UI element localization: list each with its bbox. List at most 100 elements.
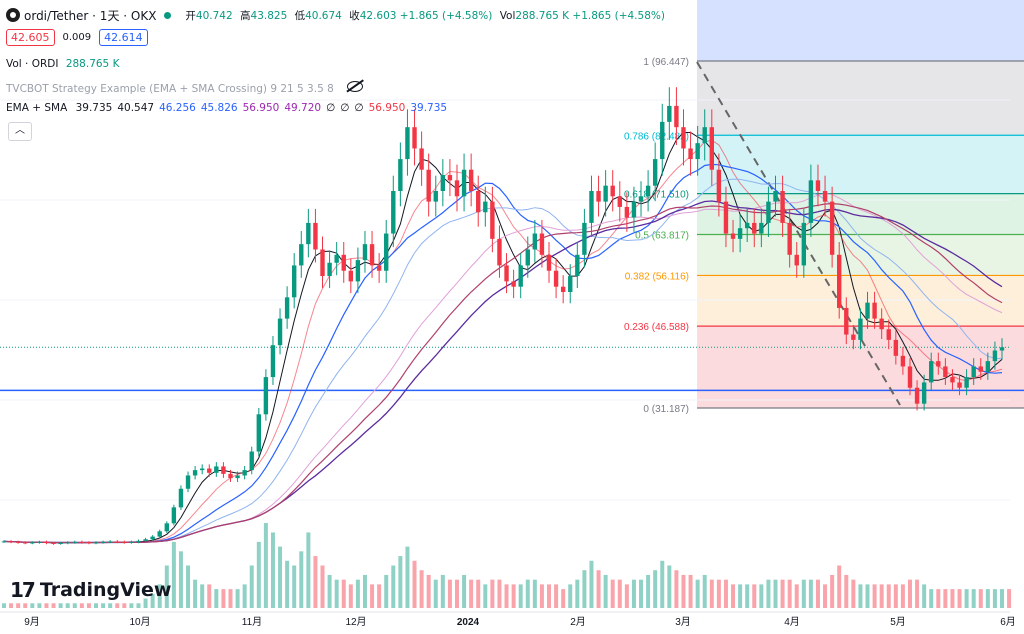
volume-bar <box>51 603 56 608</box>
tradingview-logo: 17 TradingView <box>10 578 171 602</box>
volume-bar <box>143 598 148 608</box>
volume-bar <box>907 579 912 608</box>
candle-body <box>447 175 453 181</box>
moving-average-line <box>3 132 1003 544</box>
candle-body <box>178 488 184 508</box>
volume-bar <box>660 560 665 608</box>
candle-body <box>886 329 891 340</box>
volume-bar <box>716 579 721 608</box>
candle-body <box>921 382 927 404</box>
volume-bar <box>653 570 658 608</box>
candle-body <box>122 541 127 543</box>
ordi-logo-icon <box>6 8 20 22</box>
ema-sma-value: ∅ <box>340 102 350 114</box>
candle-body <box>858 318 863 340</box>
volume-bar <box>554 584 559 608</box>
moving-average-line <box>3 139 1003 544</box>
candle-body <box>384 233 389 271</box>
ema-sma-values: 39.735 40.547 46.256 45.826 56.950 49.720 ∅ ∅ ∅ 5… <box>71 102 447 114</box>
hidden-eye-icon[interactable] <box>347 81 364 92</box>
volume-bar <box>476 579 481 608</box>
volume-bar <box>200 584 205 608</box>
volume-bar <box>270 532 275 608</box>
candle-body <box>504 265 509 282</box>
volume-bar <box>752 584 757 608</box>
candle-body <box>582 222 587 255</box>
spread-value: 0.009 <box>62 32 92 43</box>
volume-bar <box>950 589 955 608</box>
candle-body <box>985 361 991 372</box>
x-tick-label: 11月 <box>242 616 262 628</box>
volume-bar <box>936 589 941 608</box>
trend-projection-line <box>696 61 901 406</box>
volume-bar <box>596 570 601 608</box>
candle-body <box>999 347 1005 351</box>
volume-value: 288.765 K <box>65 58 120 70</box>
candle-body <box>440 175 446 191</box>
volume-bar <box>419 570 424 608</box>
candle-body <box>660 121 665 160</box>
candle-body <box>681 127 686 149</box>
symbol-title[interactable]: ordi/Tether · 1天 · OKX <box>24 8 157 23</box>
vol-value: 288.765 K <box>515 9 570 22</box>
candle-body <box>185 475 191 489</box>
volume-bar <box>547 584 552 608</box>
volume-bar <box>370 584 375 608</box>
volume-bar <box>256 541 261 608</box>
volume-bar <box>830 574 835 608</box>
fib-level-label: 0.786 (82.482) <box>624 131 689 142</box>
volume-bar <box>511 584 516 608</box>
volume-bar <box>2 603 6 608</box>
volume-bar <box>915 579 920 608</box>
volume-bar <box>646 574 651 608</box>
candle-body <box>320 249 325 277</box>
collapse-legend-button[interactable]: ︿ <box>8 122 32 141</box>
volume-bar <box>23 603 28 608</box>
volume-bar <box>603 574 608 608</box>
volume-bar <box>405 546 410 608</box>
volume-bar <box>667 565 672 608</box>
bid-button[interactable]: 42.605 <box>6 29 55 46</box>
volume-bar <box>164 565 169 608</box>
volume-bar <box>723 579 728 608</box>
volume-legend[interactable]: Vol · ORDI 288.765 K <box>6 58 119 70</box>
volume-bar <box>490 579 495 608</box>
volume-bar <box>320 565 325 608</box>
ask-button[interactable]: 42.614 <box>99 29 148 46</box>
candle-body <box>221 466 226 474</box>
volume-bar <box>1000 589 1004 608</box>
volume-bar <box>624 584 629 608</box>
candle-body <box>900 355 906 367</box>
candle-body <box>801 222 807 266</box>
volume-bar <box>886 584 891 608</box>
candle-body <box>936 361 941 367</box>
ema-sma-value: 46.256 <box>159 102 196 114</box>
candle-body <box>299 244 304 266</box>
candle-body <box>79 541 85 543</box>
volume-bar <box>65 603 70 608</box>
volume-bar <box>341 579 346 608</box>
candle-body <box>1 541 7 543</box>
volume-bar <box>992 589 997 608</box>
candle-body <box>143 539 148 541</box>
candle-body <box>313 222 318 250</box>
candle-body <box>72 541 77 543</box>
strategy-legend[interactable]: TVCBOT Strategy Example (EMA + SMA Cross… <box>6 81 364 95</box>
candle-body <box>426 169 431 202</box>
volume-bar <box>539 584 544 608</box>
volume-bar <box>568 584 573 608</box>
volume-bar <box>362 574 367 608</box>
fib-level-label: 0 (31.187) <box>643 404 689 415</box>
volume-bar <box>469 579 474 608</box>
ema-sma-legend[interactable]: EMA + SMA 39.735 40.547 46.256 45.826 56.950… <box>6 102 447 114</box>
volume-bar <box>922 584 927 608</box>
candle-body <box>674 105 679 128</box>
volume-bar <box>94 603 99 608</box>
candle-body <box>454 180 460 197</box>
candle-body <box>263 377 269 415</box>
candle-body <box>37 541 42 543</box>
volume-bar <box>214 589 219 608</box>
volume-bar <box>631 579 636 608</box>
candle-body <box>497 238 502 266</box>
